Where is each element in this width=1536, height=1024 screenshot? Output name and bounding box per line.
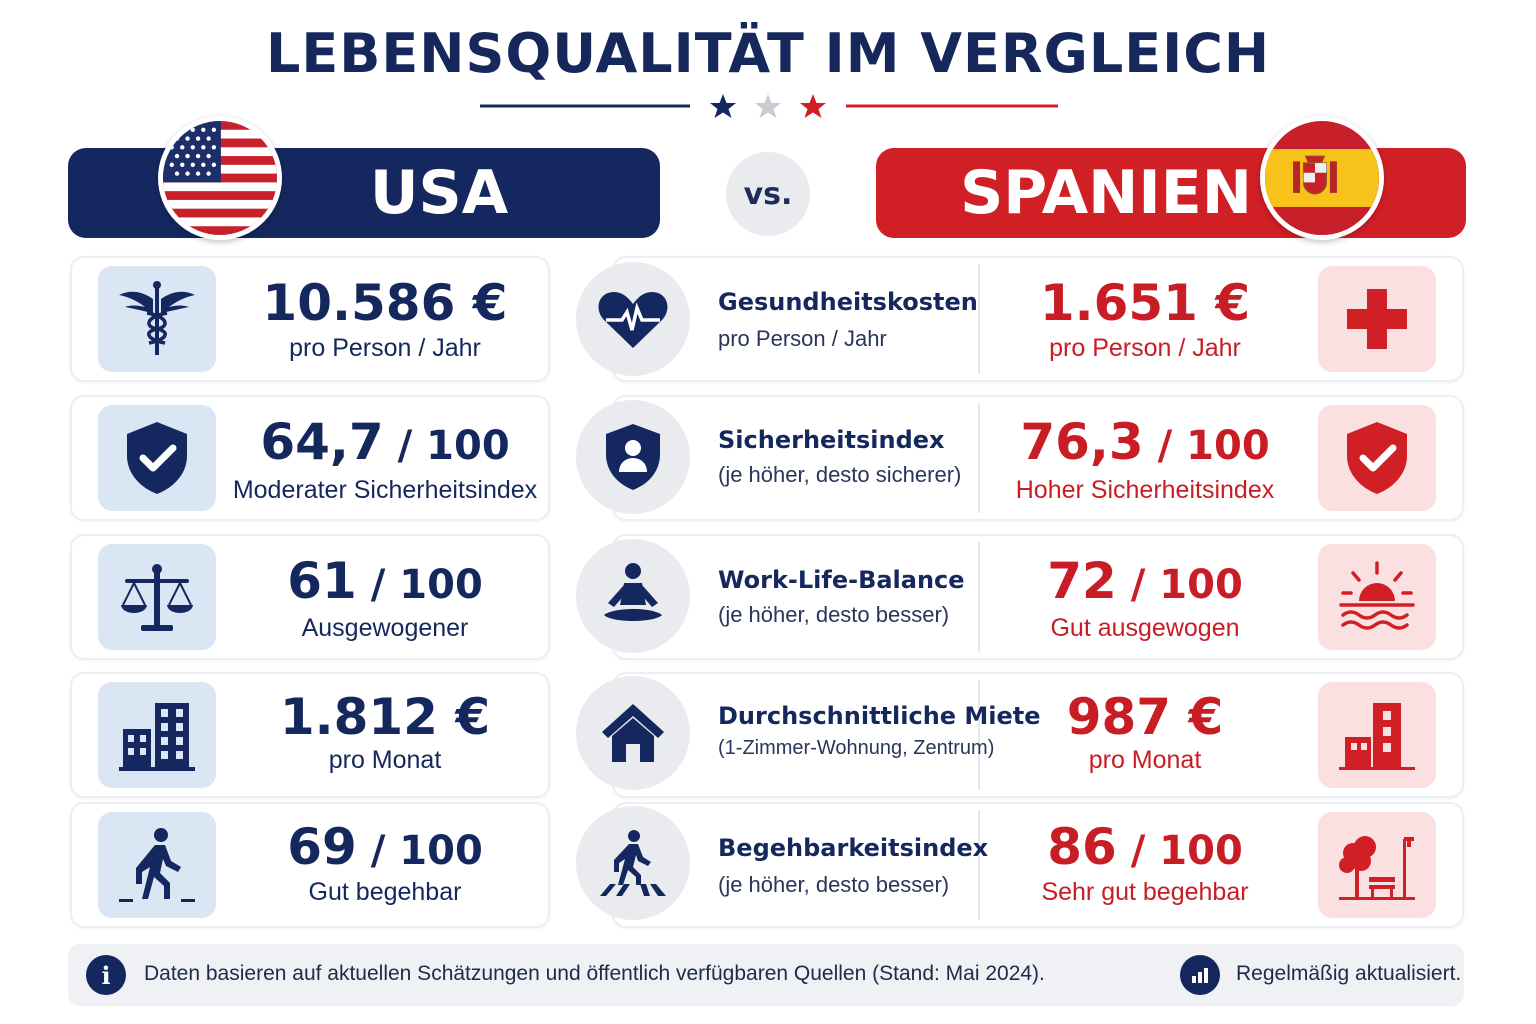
spain-safety-value: 76,3 / 100 [1020, 413, 1270, 471]
scales-icon [98, 544, 216, 650]
rent-category-title: Durchschnittliche Miete [718, 702, 1041, 730]
spain-health-value: 1.651 € [1039, 274, 1251, 332]
heartbeat-icon [576, 262, 690, 376]
balance-category-title: Work-Life-Balance [718, 566, 965, 594]
walk-category-sub: (je höher, desto besser) [718, 872, 950, 897]
shield-check-icon [98, 405, 216, 511]
safety-category-sub: (je höher, desto sicherer) [718, 462, 962, 487]
medical-cross-icon [1318, 266, 1436, 372]
update-label: Regelmäßig aktualisiert. [1236, 962, 1462, 985]
crosswalk-icon [576, 806, 690, 920]
spain-balance-value: 72 / 100 [1047, 552, 1243, 610]
spain-label: SPANIEN [960, 158, 1252, 228]
usa-walk-sub: Gut begehbar [308, 878, 462, 906]
spain-flag-icon [1260, 116, 1384, 240]
health-category-sub: pro Person / Jahr [718, 326, 887, 351]
spain-health-sub: pro Person / Jahr [1049, 334, 1241, 362]
star-gray-icon [755, 94, 781, 118]
usa-balance-value: 61 / 100 [287, 552, 483, 610]
usa-rent-value: 1.812 € [279, 688, 491, 746]
usa-walk-value: 69 / 100 [287, 818, 483, 876]
usa-header: USA [68, 148, 660, 238]
usa-health-value: 10.586 € [262, 274, 508, 332]
sun-sea-icon [1318, 544, 1436, 650]
spain-rent-value: 987 € [1066, 688, 1224, 746]
data-source-note: Daten basieren auf aktuellen Schätzungen… [144, 962, 1045, 985]
vs-badge: vs. [726, 152, 810, 236]
usa-label: USA [369, 158, 509, 228]
house-icon [576, 676, 690, 790]
balance-category-sub: (je höher, desto besser) [718, 602, 950, 627]
meditation-icon [576, 539, 690, 653]
usa-safety-sub: Moderater Sicherheitsindex [232, 476, 538, 504]
title-decoration [480, 94, 1058, 118]
bar-chart-icon [1180, 955, 1220, 995]
shield-person-icon [576, 400, 690, 514]
buildings-icon [98, 682, 216, 788]
walking-person-icon [98, 812, 216, 918]
health-category-title: Gesundheitskosten [718, 288, 978, 316]
usa-safety-value: 64,7 / 100 [260, 413, 510, 471]
caduceus-icon [98, 266, 216, 372]
spain-walk-value: 86 / 100 [1047, 818, 1243, 876]
page-title: LEBENSQUALITÄT IM VERGLEICH [265, 22, 1271, 85]
park-bench-icon [1318, 812, 1436, 918]
usa-flag-icon [158, 116, 282, 240]
usa-health-sub: pro Person / Jahr [289, 334, 481, 362]
buildings-icon [1318, 682, 1436, 788]
spain-rent-sub: pro Monat [1088, 746, 1202, 774]
walk-category-title: Begehbarkeitsindex [718, 834, 989, 862]
rent-category-sub: (1-Zimmer-Wohnung, Zentrum) [718, 737, 995, 759]
spain-safety-sub: Hoher Sicherheitsindex [1015, 476, 1275, 504]
info-icon: i [86, 955, 126, 995]
spain-walk-sub: Sehr gut begehbar [1041, 878, 1249, 906]
spain-balance-sub: Gut ausgewogen [1050, 614, 1240, 642]
shield-check-icon [1318, 405, 1436, 511]
star-red-icon [800, 94, 826, 118]
usa-rent-sub: pro Monat [328, 746, 442, 774]
safety-category-title: Sicherheitsindex [718, 426, 945, 454]
footer-note: i Daten basieren auf aktuellen Schätzung… [68, 944, 1464, 1006]
usa-balance-sub: Ausgewogener [301, 614, 469, 642]
star-navy-icon [710, 94, 736, 118]
